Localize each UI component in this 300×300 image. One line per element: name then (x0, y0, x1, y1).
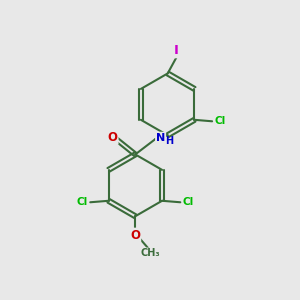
Text: I: I (174, 44, 179, 57)
Text: Cl: Cl (215, 116, 226, 126)
Text: O: O (108, 131, 118, 144)
Text: O: O (130, 229, 140, 242)
Text: N: N (156, 133, 165, 142)
Text: Cl: Cl (183, 197, 194, 207)
Text: H: H (165, 136, 173, 146)
Text: CH₃: CH₃ (140, 248, 160, 258)
Text: Cl: Cl (76, 197, 88, 207)
